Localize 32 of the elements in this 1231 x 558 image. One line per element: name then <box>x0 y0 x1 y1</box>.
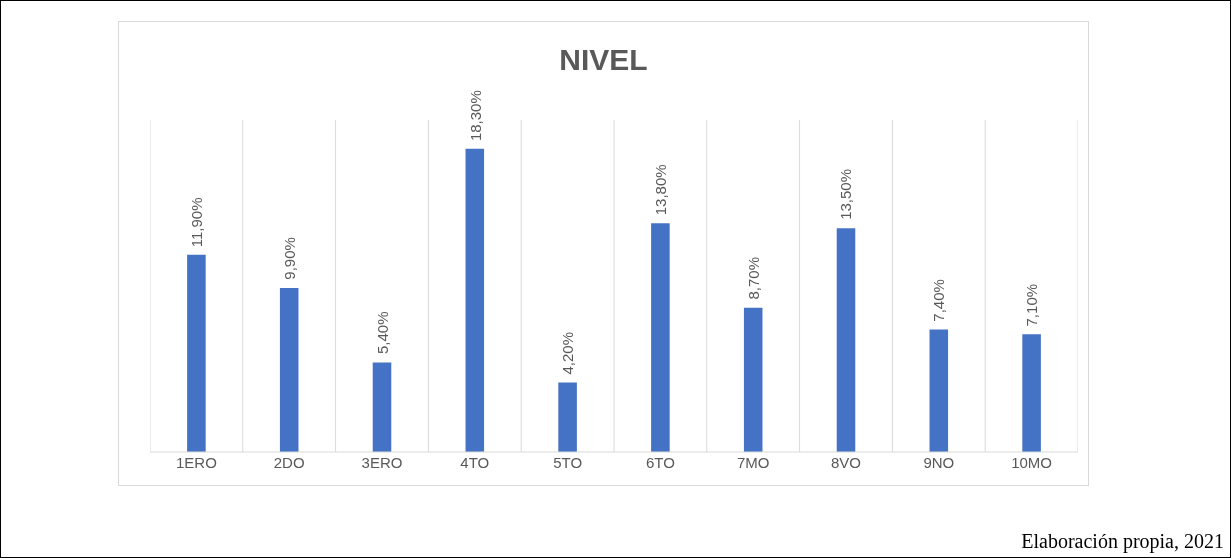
x-tick-label: 9NO <box>923 454 955 471</box>
x-tick-label: 4TO <box>460 454 490 471</box>
text: Elaboración propia, 2021 <box>1021 530 1224 553</box>
x-tick-label: 7MO <box>736 454 770 471</box>
chart-title: NIVEL <box>559 42 648 76</box>
x-tick-label: 8VO <box>830 454 862 471</box>
bar <box>836 228 856 452</box>
data-label: 9,90% <box>280 237 298 280</box>
bar <box>743 307 763 452</box>
data-label: 5,40% <box>373 311 391 355</box>
bar <box>651 223 670 452</box>
x-tick-label: 2DO <box>273 454 305 471</box>
bar <box>465 148 485 452</box>
x-tick-label: 10MO <box>1011 454 1053 471</box>
x-tick-label: 5TO <box>553 454 583 471</box>
data-label: 13,50% <box>837 168 855 220</box>
data-label: 11,90% <box>187 197 205 248</box>
data-label: 7,40% <box>929 279 947 322</box>
bar <box>372 362 392 452</box>
bar <box>558 382 577 452</box>
bar <box>187 254 206 452</box>
data-label: 7,10% <box>1022 283 1040 327</box>
x-tick-label: 3ERO <box>361 454 403 471</box>
x-tick-label: 6TO <box>645 454 675 471</box>
bar <box>1022 334 1041 452</box>
data-label: 18,30% <box>466 90 484 142</box>
data-label: 8,70% <box>744 257 762 300</box>
data-label: 4,20% <box>558 331 576 375</box>
x-tick-label: 1ERO <box>175 454 217 471</box>
bar <box>929 329 949 452</box>
bar <box>279 287 299 452</box>
data-label: 13,80% <box>651 164 669 216</box>
